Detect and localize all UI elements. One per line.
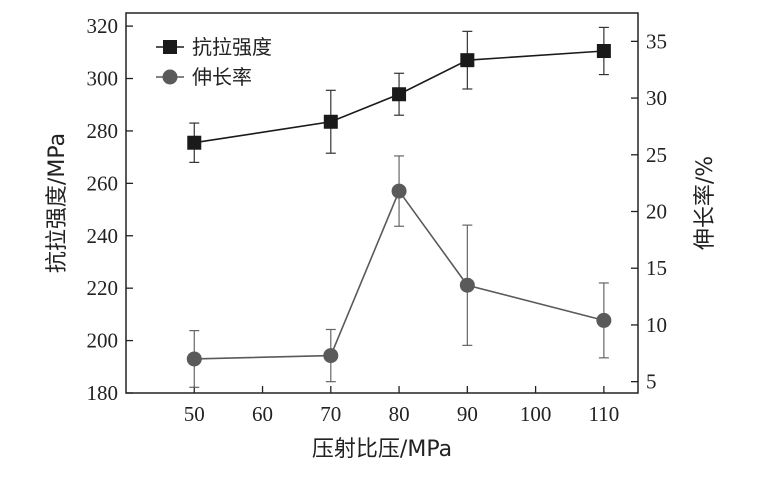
y2-tick-label: 35 <box>646 29 667 53</box>
tensile-point <box>460 53 475 68</box>
tensile-point <box>187 135 202 150</box>
y-tick-label: 220 <box>87 276 119 300</box>
y-tick-label: 240 <box>87 224 119 248</box>
ticks-layer: 50 60 70 80 90 100 110 180 200 220 240 260 280 300 320… <box>87 14 668 426</box>
y-tick-label: 320 <box>87 14 119 38</box>
x-tick-label: 70 <box>320 402 341 426</box>
x-tick-label: 50 <box>184 402 205 426</box>
x-tick-label: 110 <box>588 402 619 426</box>
y2-tick-label: 5 <box>646 370 657 394</box>
elongation-point <box>459 277 475 293</box>
y-tick-label: 300 <box>87 67 119 91</box>
tensile-point <box>392 87 407 102</box>
y2-tick-label: 30 <box>646 86 667 110</box>
x-tick-label: 100 <box>520 402 552 426</box>
y-tick-label: 280 <box>87 119 119 143</box>
x-axis-title: 压射比压/MPa <box>312 437 452 462</box>
plot-frame <box>125 12 639 394</box>
y2-tick-label: 20 <box>646 200 667 224</box>
elongation-point <box>596 312 612 328</box>
legend: 抗拉强度 伸长率 <box>156 35 272 89</box>
tensile-point <box>323 114 338 129</box>
y-tick-label: 200 <box>87 329 119 353</box>
y-tick-label: 180 <box>87 381 119 405</box>
y2-tick-label: 10 <box>646 313 667 337</box>
x-tick-label: 60 <box>252 402 273 426</box>
y-axis-title: 抗拉强度/MPa <box>45 133 70 273</box>
legend-label-elongation: 伸长率 <box>192 65 252 89</box>
y2-axis-title: 伸长率/% <box>693 156 718 250</box>
x-tick-label: 90 <box>457 402 478 426</box>
elongation-point <box>186 351 202 367</box>
tensile-point <box>596 44 611 58</box>
marks-layer <box>186 26 612 388</box>
elongation-point <box>323 348 339 364</box>
y2-tick-label: 15 <box>646 256 667 280</box>
y-tick-label: 260 <box>87 171 119 195</box>
x-tick-label: 80 <box>389 402 410 426</box>
elongation-point <box>391 183 407 199</box>
y2-tick-label: 25 <box>646 143 667 167</box>
legend-label-tensile: 抗拉强度 <box>192 35 272 59</box>
